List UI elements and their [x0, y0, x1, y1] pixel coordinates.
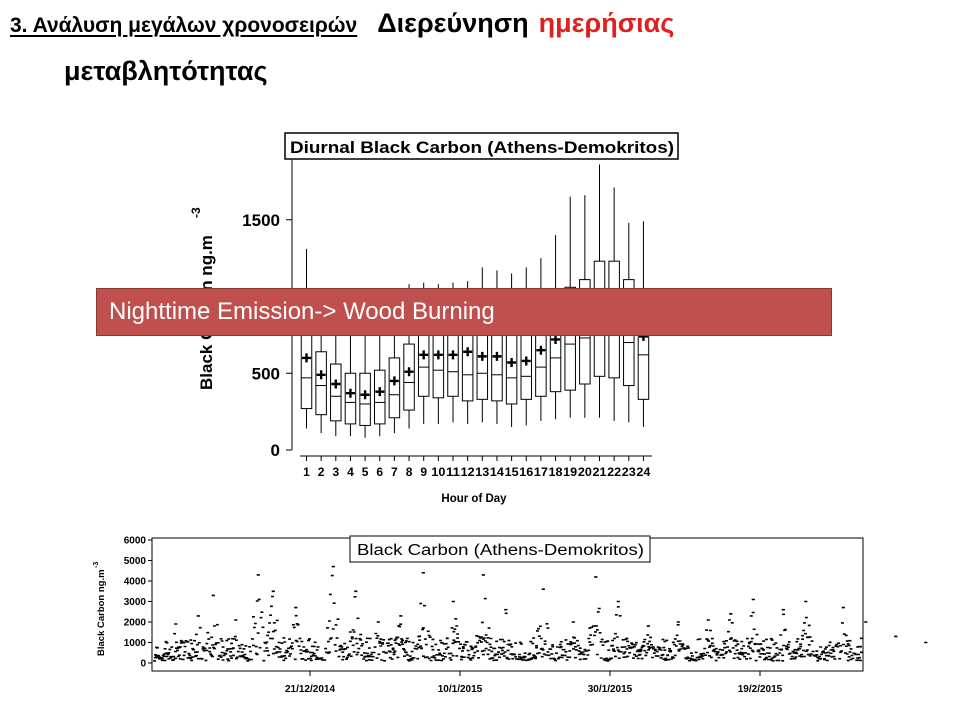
ts-title-box	[349, 535, 651, 563]
box-iqr	[359, 372, 371, 426]
box-iqr	[403, 343, 415, 411]
mean-marker	[345, 388, 355, 398]
x-tick-label: 9	[420, 465, 427, 479]
mean-marker	[551, 334, 561, 344]
ts-y-tick-label: 4000	[124, 577, 147, 588]
x-ticks: 1 2 3 4 5 6 7 8 9 10 11 12 13 14 15 16 17 18 19 20 21 22 23 24	[303, 456, 651, 479]
x-tick-label: 18	[549, 465, 563, 479]
x-tick-label: 11	[446, 465, 460, 479]
slide-heading-continued: μεταβλητότητας	[64, 56, 268, 86]
title-line: 3. Ανάλυση μεγάλων χρονοσειρών Διερεύνησ…	[10, 8, 674, 48]
ts-x-tick-label: 10/1/2015	[438, 684, 483, 695]
box-iqr	[344, 372, 357, 425]
mean-marker	[375, 387, 385, 397]
ts-chart-ylabel: Black Carbon ng.m	[96, 569, 107, 656]
x-tick-label: 1	[303, 465, 310, 479]
x-tick-label: 8	[406, 465, 413, 479]
box-iqr	[388, 357, 401, 419]
mean-marker	[507, 358, 517, 368]
annotation-banner: Nighttime Emission-> Wood Burning	[96, 288, 832, 336]
x-tick-label: 22	[607, 465, 621, 479]
y-tick-label: 0	[271, 441, 280, 460]
ts-chart-title: Black Carbon (Athens-Demokritos)	[357, 542, 644, 559]
ts-x-ticks: 21/12/2014 10/1/2015 30/1/2015 19/2/2015	[285, 671, 783, 695]
box-hour-3	[330, 311, 342, 437]
x-tick-label: 13	[475, 465, 489, 479]
box-iqr	[374, 369, 386, 425]
x-tick-label: 24	[636, 465, 650, 479]
ts-x-tick-label: 30/1/2015	[588, 684, 633, 695]
box-chart-title: Diurnal Black Carbon (Athens-Demokritos)	[290, 138, 674, 157]
mean-marker	[492, 351, 502, 361]
ts-y-tick-label: 2000	[124, 618, 147, 629]
ts-y-tick-label: 0	[140, 659, 146, 670]
x-tick-label: 17	[534, 465, 548, 479]
mean-marker	[360, 390, 370, 400]
box-hour-19	[564, 196, 576, 418]
ts-x-tick-label: 21/12/2014	[285, 684, 335, 695]
x-tick-label: 7	[391, 465, 398, 479]
x-tick-label: 19	[563, 465, 577, 479]
x-tick-label: 20	[578, 465, 592, 479]
slide-heading-accent: ημερήσιας	[538, 8, 675, 38]
x-tick-label: 3	[332, 465, 339, 479]
x-tick-label: 21	[593, 465, 607, 479]
x-tick-label: 2	[318, 465, 325, 479]
time-series-points	[153, 565, 928, 662]
x-tick-label: 15	[505, 465, 519, 479]
mean-marker	[302, 353, 311, 363]
ts-ylabel-group: Black Carbon ng.m -3	[93, 562, 107, 656]
mean-marker	[389, 376, 399, 386]
x-tick-label: 23	[622, 465, 636, 479]
mean-marker	[477, 351, 487, 361]
ts-y-tick-label: 5000	[124, 556, 147, 567]
ts-data-points	[153, 565, 928, 662]
ts-chart-ylabel-superscript: -3	[93, 562, 100, 568]
mean-marker	[419, 350, 429, 360]
box-iqr	[315, 351, 327, 416]
x-tick-label: 16	[519, 465, 533, 479]
mean-marker	[521, 356, 531, 366]
mean-marker	[463, 347, 473, 357]
ts-y-ticks: 0 1000 2000 3000 4000 5000 6000	[124, 536, 152, 670]
mean-marker	[404, 367, 414, 377]
ts-x-tick-label: 19/2/2015	[738, 684, 783, 695]
mean-marker	[316, 370, 326, 380]
box-chart-ylabel-superscript: -3	[189, 207, 203, 218]
x-tick-label: 5	[362, 465, 369, 479]
mean-marker	[433, 350, 443, 360]
slide-heading: Διερεύνηση	[377, 8, 529, 38]
x-tick-label: 12	[461, 465, 475, 479]
x-tick-label: 10	[431, 465, 445, 479]
y-tick-label: 500	[252, 364, 280, 383]
box-iqr	[330, 363, 342, 422]
mean-marker	[536, 345, 546, 355]
ts-y-tick-label: 3000	[124, 597, 147, 608]
x-tick-label: 6	[376, 465, 383, 479]
mean-marker	[448, 350, 458, 360]
chart-title-box	[284, 132, 679, 160]
ts-y-tick-label: 1000	[124, 638, 147, 649]
section-label: 3. Ανάλυση μεγάλων χρονοσειρών	[10, 14, 358, 37]
box-chart-xlabel: Hour of Day	[441, 493, 507, 505]
y-ticks: 0 500 1500	[242, 211, 292, 460]
y-tick-label: 1500	[242, 211, 280, 230]
x-tick-label: 14	[490, 465, 504, 479]
box-iqr	[564, 286, 576, 391]
mean-marker	[331, 379, 341, 389]
ts-y-tick-label: 6000	[124, 536, 147, 547]
x-tick-label: 4	[347, 465, 354, 479]
